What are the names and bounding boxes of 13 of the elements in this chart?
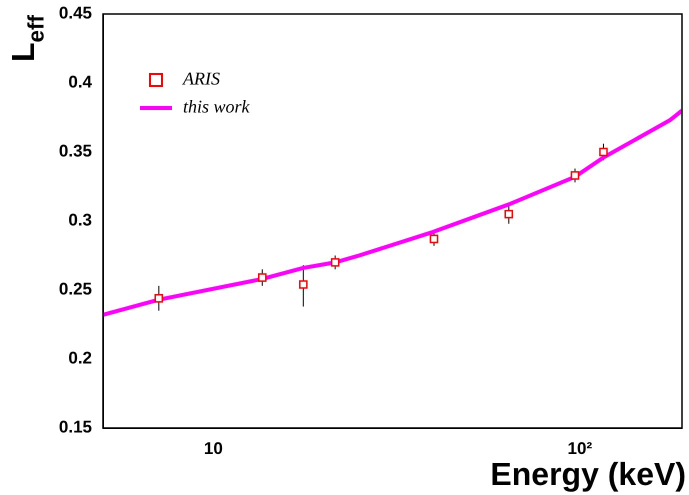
y-axis-title: Leff bbox=[5, 14, 49, 62]
x-tick-label: 10 bbox=[204, 438, 223, 458]
legend-label: ARIS bbox=[182, 68, 220, 89]
y-tick-label: 0.15 bbox=[58, 418, 92, 437]
x-tick-label: 10² bbox=[568, 438, 592, 458]
y-tick-label: 0.25 bbox=[58, 280, 92, 299]
y-tick-label: 0.4 bbox=[68, 72, 93, 92]
y-tick-label: 0.35 bbox=[58, 142, 92, 161]
y-tick-label: 0.3 bbox=[68, 210, 92, 230]
x-axis-title: Energy (keV) bbox=[490, 456, 686, 492]
y-tick-label: 0.45 bbox=[58, 4, 92, 23]
legend-label: this work bbox=[183, 96, 251, 117]
y-tick-label: 0.2 bbox=[68, 348, 92, 368]
